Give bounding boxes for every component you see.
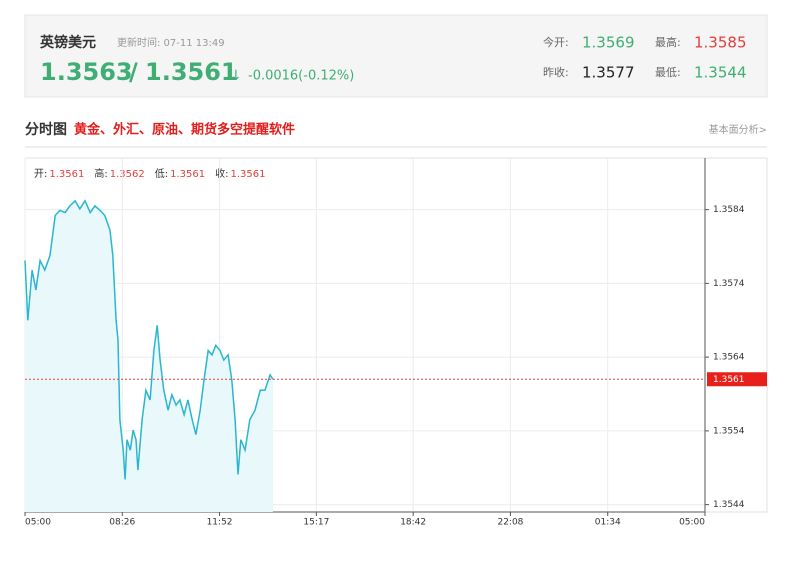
info-value: 1.3561 bbox=[170, 169, 205, 180]
y-tick-label: 1.3584 bbox=[713, 205, 745, 215]
y-tick-label: 1.3564 bbox=[713, 353, 745, 363]
info-value: 1.3562 bbox=[110, 169, 145, 180]
stat-label: 最高: bbox=[655, 35, 681, 49]
current-price-label: 1.3561 bbox=[713, 375, 745, 385]
x-tick-label: 08:26 bbox=[109, 518, 135, 528]
stat-value: 1.3577 bbox=[582, 64, 635, 82]
price-line bbox=[24, 199, 274, 480]
section-title: 分时图 bbox=[25, 121, 67, 138]
price-area bbox=[25, 200, 273, 513]
x-tick-label: 11:52 bbox=[207, 518, 233, 528]
y-tick-label: 1.3574 bbox=[713, 279, 745, 289]
info-value: 1.3561 bbox=[231, 169, 266, 180]
x-tick-label: 15:17 bbox=[303, 518, 329, 528]
stat-label: 昨收: bbox=[543, 65, 569, 79]
ask-price: 1.3561 bbox=[145, 58, 238, 86]
bid-price: 1.3563 bbox=[40, 58, 133, 86]
stat-value: 1.3585 bbox=[694, 34, 747, 52]
y-tick-label: 1.3544 bbox=[713, 500, 745, 510]
separator: / bbox=[129, 58, 138, 86]
stat-label: 最低: bbox=[655, 66, 681, 79]
x-tick-label: 22:08 bbox=[497, 518, 523, 528]
info-label: 收: bbox=[215, 167, 228, 180]
arrow: ↓ bbox=[230, 68, 242, 84]
update-time: 更新时间: 07-11 13:49 bbox=[117, 36, 225, 49]
info-label: 低: bbox=[155, 167, 168, 180]
y-tick-label: 1.3554 bbox=[713, 426, 745, 436]
stat-label: 今开: bbox=[543, 35, 569, 49]
promo-link[interactable]: 黄金、外汇、原油、期货多空提醒软件 bbox=[74, 122, 295, 138]
x-tick-label: 18:42 bbox=[400, 518, 426, 528]
current-price-tag bbox=[707, 372, 767, 387]
info-label: 高: bbox=[94, 167, 107, 180]
info-label: 开: bbox=[34, 169, 47, 180]
change: -0.0016(-0.12%) bbox=[248, 69, 354, 84]
x-tick-label: 05:00 bbox=[25, 518, 51, 528]
quote-panel bbox=[24, 14, 768, 98]
stat-value: 1.3544 bbox=[694, 64, 747, 82]
info-value: 1.3561 bbox=[49, 169, 84, 180]
x-tick-label: 01:34 bbox=[595, 518, 621, 528]
stat-value: 1.3569 bbox=[582, 34, 635, 52]
x-tick-label: 05:00 bbox=[679, 518, 705, 528]
symbol-name: 英镑美元 bbox=[39, 34, 96, 51]
analysis-link[interactable]: 基本面分析> bbox=[709, 123, 767, 136]
